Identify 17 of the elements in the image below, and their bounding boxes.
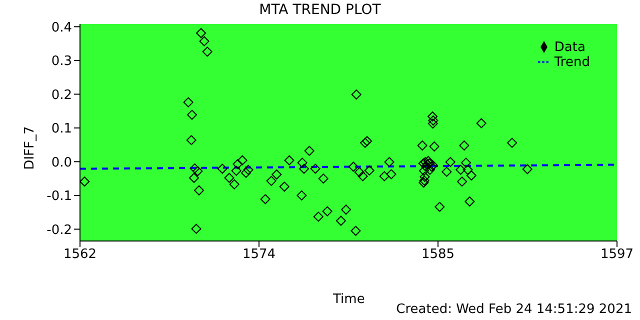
legend-label: Data [554, 40, 586, 55]
y-tick-label: 0.0 [51, 155, 72, 170]
y-tick-label: 0.4 [51, 20, 72, 36]
x-axis-title: Time [333, 292, 365, 307]
y-tick-label: -0.1 [46, 189, 72, 204]
y-tick-label: -0.2 [46, 222, 72, 238]
x-tick-label: 1562 [63, 247, 97, 262]
chart-title: MTA TREND PLOT [258, 2, 382, 18]
y-axis-title: DIFF_7 [22, 126, 38, 170]
y-tick-label: 0.1 [51, 122, 72, 137]
legend-label: Trend [554, 55, 590, 70]
x-tick-label: 1585 [421, 247, 455, 262]
y-tick-label: 0.2 [51, 88, 72, 103]
text: Created: Wed Feb 24 14:51:29 2021 [396, 302, 632, 317]
x-tick-label: 1597 [600, 247, 634, 262]
y-tick-label: 0.3 [51, 54, 72, 70]
x-tick-label: 1574 [242, 247, 276, 262]
